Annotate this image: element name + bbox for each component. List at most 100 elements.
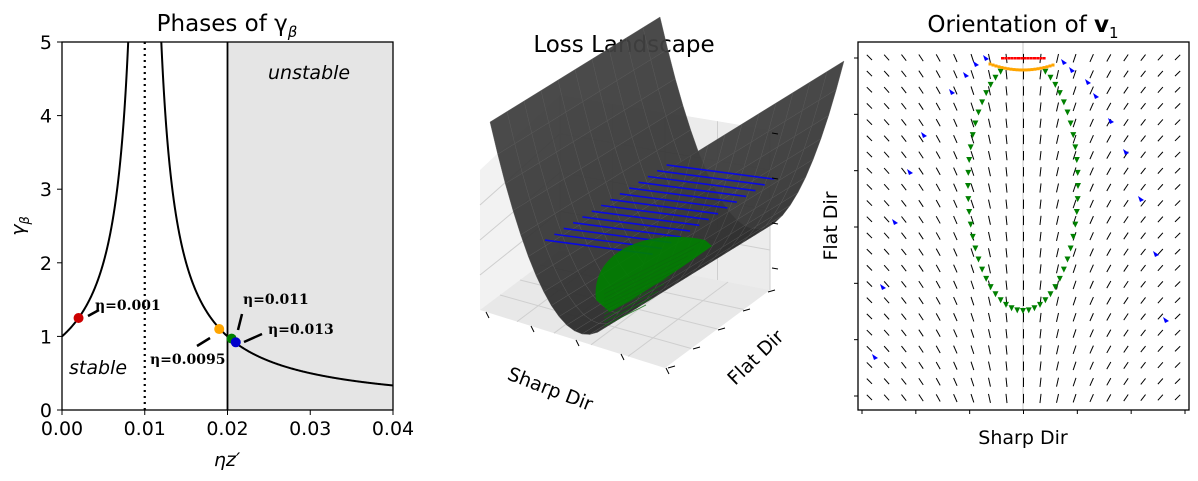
field-arrow	[1106, 345, 1112, 354]
field-arrow	[1174, 151, 1181, 158]
red-trajectory-marker	[1036, 57, 1040, 60]
field-arrow	[953, 70, 958, 79]
field-arrow	[988, 134, 991, 144]
green-trajectory-band	[595, 236, 712, 312]
x-tick-mark	[575, 339, 580, 347]
field-arrow	[1106, 361, 1112, 370]
field-arrow	[883, 135, 890, 142]
field-arrow	[935, 216, 941, 224]
field-arrow	[970, 53, 975, 63]
green-trajectory-marker	[983, 275, 990, 282]
field-arrow	[901, 119, 907, 126]
green-trajectory-marker	[1052, 284, 1059, 291]
blue-trajectory-marker	[949, 89, 955, 95]
field-arrow	[1039, 312, 1042, 323]
orange-trajectory-marker	[1036, 67, 1040, 71]
field-arrow	[988, 329, 991, 339]
field-arrow	[953, 264, 958, 273]
field-arrow	[918, 102, 924, 110]
field-arrow	[1005, 70, 1008, 80]
green-trajectory-marker	[997, 68, 1004, 75]
field-arrow	[918, 378, 924, 386]
field-arrow	[953, 151, 958, 160]
field-arrow	[1039, 377, 1042, 387]
orange-trajectory-marker	[1021, 68, 1025, 72]
field-arrow	[988, 361, 991, 371]
field-arrow	[1123, 361, 1129, 369]
field-arrow	[883, 70, 890, 77]
field-arrow	[1174, 232, 1181, 239]
field-arrow	[1089, 134, 1094, 144]
field-arrow	[988, 167, 991, 177]
field-arrow	[1089, 345, 1094, 354]
blue-trajectory-line	[666, 164, 775, 180]
field-arrow	[970, 134, 975, 144]
field-arrow	[1106, 280, 1112, 289]
field-arrow	[953, 361, 958, 370]
field-arrow	[1106, 54, 1112, 62]
green-trajectory-marker	[965, 183, 971, 189]
green-trajectory-marker	[1047, 74, 1054, 81]
green-trajectory-marker	[965, 196, 972, 203]
field-arrow	[1140, 394, 1146, 401]
z-tick-mark	[771, 267, 779, 270]
x-tick-label: 0.04	[372, 418, 414, 440]
field-arrow	[1157, 151, 1164, 158]
field-arrow	[1174, 297, 1181, 304]
field-arrow	[918, 248, 924, 256]
field-arrow	[1056, 345, 1060, 355]
field-arrow	[935, 361, 941, 370]
green-trajectory-marker	[967, 144, 974, 151]
field-arrow	[935, 280, 941, 289]
field-arrow	[1089, 329, 1094, 338]
field-arrow	[1157, 345, 1164, 353]
field-arrow	[883, 394, 890, 401]
field-arrow	[970, 183, 975, 193]
field-arrow	[953, 183, 958, 192]
field-arrow	[1174, 135, 1181, 142]
field-arrow	[918, 280, 924, 289]
green-trajectory-marker	[965, 169, 972, 176]
field-arrow	[1072, 118, 1077, 128]
field-arrow	[1039, 264, 1042, 274]
field-arrow	[1157, 378, 1164, 385]
blue-trajectory-marker	[892, 219, 898, 225]
field-arrow	[1123, 70, 1129, 78]
field-arrow	[866, 86, 873, 93]
field-arrow	[883, 216, 890, 223]
field-arrow	[1106, 264, 1112, 273]
field-arrow	[1072, 199, 1077, 209]
field-arrow	[901, 313, 907, 321]
field-arrow	[988, 312, 991, 322]
field-arrow	[1123, 313, 1129, 321]
field-arrow	[1056, 134, 1060, 144]
field-arrow	[901, 394, 907, 401]
green-trajectory-line	[603, 304, 647, 327]
field-arrow	[1089, 377, 1094, 386]
blue-trajectory-marker	[921, 132, 927, 138]
field-arrow	[953, 167, 958, 176]
orange-trajectory-marker	[991, 63, 995, 67]
field-arrow	[988, 248, 991, 258]
field-arrow	[1157, 232, 1164, 239]
field-arrow	[935, 345, 941, 354]
field-arrow	[1123, 232, 1129, 240]
field-arrow	[1005, 377, 1008, 387]
field-arrow	[918, 345, 924, 353]
field-arrow	[1157, 70, 1164, 77]
field-arrow	[1089, 70, 1094, 79]
field-arrow	[918, 183, 924, 191]
phases-title: Phases of γβ	[157, 11, 298, 41]
green-trajectory-marker	[1025, 307, 1032, 314]
field-arrow	[1157, 313, 1164, 320]
field-arrow	[901, 200, 907, 207]
orientation-title: Orientation of v1	[927, 12, 1118, 42]
field-arrow	[1089, 248, 1094, 257]
field-arrow	[1056, 393, 1060, 403]
field-arrow	[1005, 280, 1008, 290]
field-arrow	[1123, 216, 1129, 224]
field-arrow	[1072, 296, 1077, 306]
field-arrow	[1174, 216, 1181, 223]
green-trajectory-marker	[1052, 81, 1059, 88]
field-arrow	[1056, 183, 1060, 193]
